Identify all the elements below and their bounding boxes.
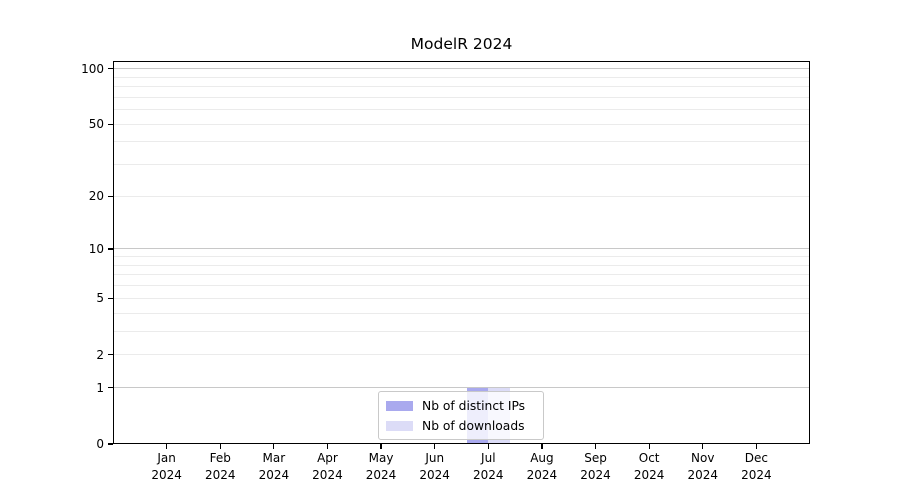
chart-title: ModelR 2024 <box>410 35 513 53</box>
x-tick-label: Mar 2024 <box>258 451 290 482</box>
gridline-minor <box>113 76 810 78</box>
legend-swatch-distinct-ips <box>386 400 413 411</box>
x-tick-mark <box>648 444 650 449</box>
x-tick-label: May 2024 <box>365 451 397 482</box>
y-tick-mark <box>108 123 113 125</box>
gridline-minor <box>113 109 810 111</box>
legend: Nb of distinct IPs Nb of downloads <box>378 391 544 440</box>
x-tick-label: Jul 2024 <box>473 451 504 482</box>
gridline-minor <box>113 354 810 356</box>
x-tick-mark <box>487 444 489 449</box>
x-tick-mark <box>273 444 275 449</box>
gridline-minor <box>113 141 810 143</box>
y-tick-mark <box>108 68 113 70</box>
y-tick-label: 2 <box>96 347 104 362</box>
y-tick-label: 50 <box>88 117 104 132</box>
x-tick-mark <box>702 444 704 449</box>
x-tick-mark <box>755 444 757 449</box>
gridline-minor <box>113 86 810 88</box>
x-tick-mark <box>541 444 543 449</box>
y-tick-label: 20 <box>88 189 104 204</box>
plot-area <box>113 61 810 444</box>
gridline-minor <box>113 312 810 314</box>
x-tick-label: Dec 2024 <box>741 451 772 482</box>
y-tick-mark <box>108 248 113 250</box>
y-tick-mark <box>108 443 113 445</box>
gridline-minor <box>113 164 810 166</box>
y-tick-label: 5 <box>96 291 104 306</box>
legend-label-downloads: Nb of downloads <box>422 418 525 433</box>
legend-swatch-downloads <box>386 420 413 431</box>
y-tick-mark <box>108 354 113 356</box>
x-tick-mark <box>380 444 382 449</box>
y-tick-label: 10 <box>88 241 104 256</box>
y-tick-label: 100 <box>81 61 104 76</box>
gridline-minor <box>113 264 810 266</box>
x-tick-label: Jan 2024 <box>151 451 182 482</box>
gridline-major <box>113 248 810 250</box>
x-tick-mark <box>219 444 221 449</box>
x-tick-label: Sep 2024 <box>580 451 611 482</box>
x-tick-label: Nov 2024 <box>687 451 719 482</box>
legend-item-distinct-ips: Nb of distinct IPs <box>386 397 536 414</box>
gridline-major <box>113 68 810 70</box>
x-tick-mark <box>166 444 168 449</box>
y-tick-label: 1 <box>96 380 104 395</box>
x-tick-label: Apr 2024 <box>312 451 343 482</box>
gridline-minor <box>113 285 810 287</box>
gridline-minor <box>113 256 810 258</box>
gridline-minor <box>113 274 810 276</box>
x-tick-label: Oct 2024 <box>633 451 665 482</box>
legend-label-distinct-ips: Nb of distinct IPs <box>422 398 526 413</box>
gridline-minor <box>113 195 810 197</box>
y-tick-mark <box>108 195 113 197</box>
x-tick-mark <box>434 444 436 449</box>
gridline-major <box>113 387 810 389</box>
x-tick-label: Feb 2024 <box>204 451 236 482</box>
y-tick-mark <box>108 387 113 389</box>
gridline-minor <box>113 123 810 125</box>
legend-item-downloads: Nb of downloads <box>386 417 536 434</box>
gridline-minor <box>113 330 810 332</box>
y-tick-label: 0 <box>96 437 104 451</box>
y-tick-mark <box>108 297 113 299</box>
x-tick-label: Jun 2024 <box>419 451 450 482</box>
x-tick-mark <box>594 444 597 449</box>
gridline-minor <box>113 96 810 98</box>
x-tick-label: Aug 2024 <box>526 451 558 482</box>
gridline-minor <box>113 297 810 299</box>
x-tick-mark <box>326 444 329 449</box>
